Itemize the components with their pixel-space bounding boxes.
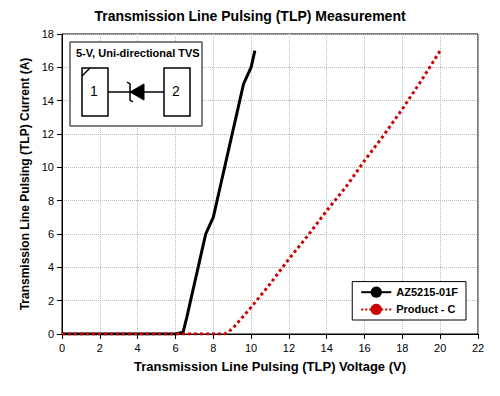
svg-text:0: 0 (59, 342, 65, 354)
svg-text:Transmission Line Pulsing (TLP: Transmission Line Pulsing (TLP) Measurem… (94, 8, 406, 24)
svg-text:4: 4 (48, 261, 54, 273)
svg-text:5-V, Uni-directional TVS: 5-V, Uni-directional TVS (76, 47, 200, 59)
svg-text:0: 0 (48, 328, 54, 340)
svg-text:16: 16 (358, 342, 370, 354)
svg-text:1: 1 (90, 83, 98, 99)
svg-text:8: 8 (210, 342, 216, 354)
svg-text:Product - C: Product - C (396, 303, 455, 315)
svg-text:4: 4 (135, 342, 141, 354)
svg-text:22: 22 (472, 342, 484, 354)
svg-text:10: 10 (245, 342, 257, 354)
svg-text:20: 20 (434, 342, 446, 354)
svg-text:18: 18 (396, 342, 408, 354)
svg-text:8: 8 (48, 195, 54, 207)
svg-text:2: 2 (97, 342, 103, 354)
svg-text:6: 6 (172, 342, 178, 354)
svg-text:10: 10 (42, 161, 54, 173)
svg-text:16: 16 (42, 61, 54, 73)
svg-text:14: 14 (321, 342, 333, 354)
svg-text:12: 12 (283, 342, 295, 354)
svg-text:Transmission Line Pulsing (TLP: Transmission Line Pulsing (TLP) Current … (18, 58, 32, 311)
svg-text:Transmission Line Pulsing (TLP: Transmission Line Pulsing (TLP) Voltage … (134, 359, 406, 374)
svg-text:12: 12 (42, 128, 54, 140)
svg-text:6: 6 (48, 228, 54, 240)
svg-text:18: 18 (42, 28, 54, 40)
svg-text:2: 2 (48, 295, 54, 307)
svg-text:2: 2 (172, 83, 180, 99)
svg-text:AZ5215-01F: AZ5215-01F (396, 286, 458, 298)
svg-text:14: 14 (42, 95, 54, 107)
